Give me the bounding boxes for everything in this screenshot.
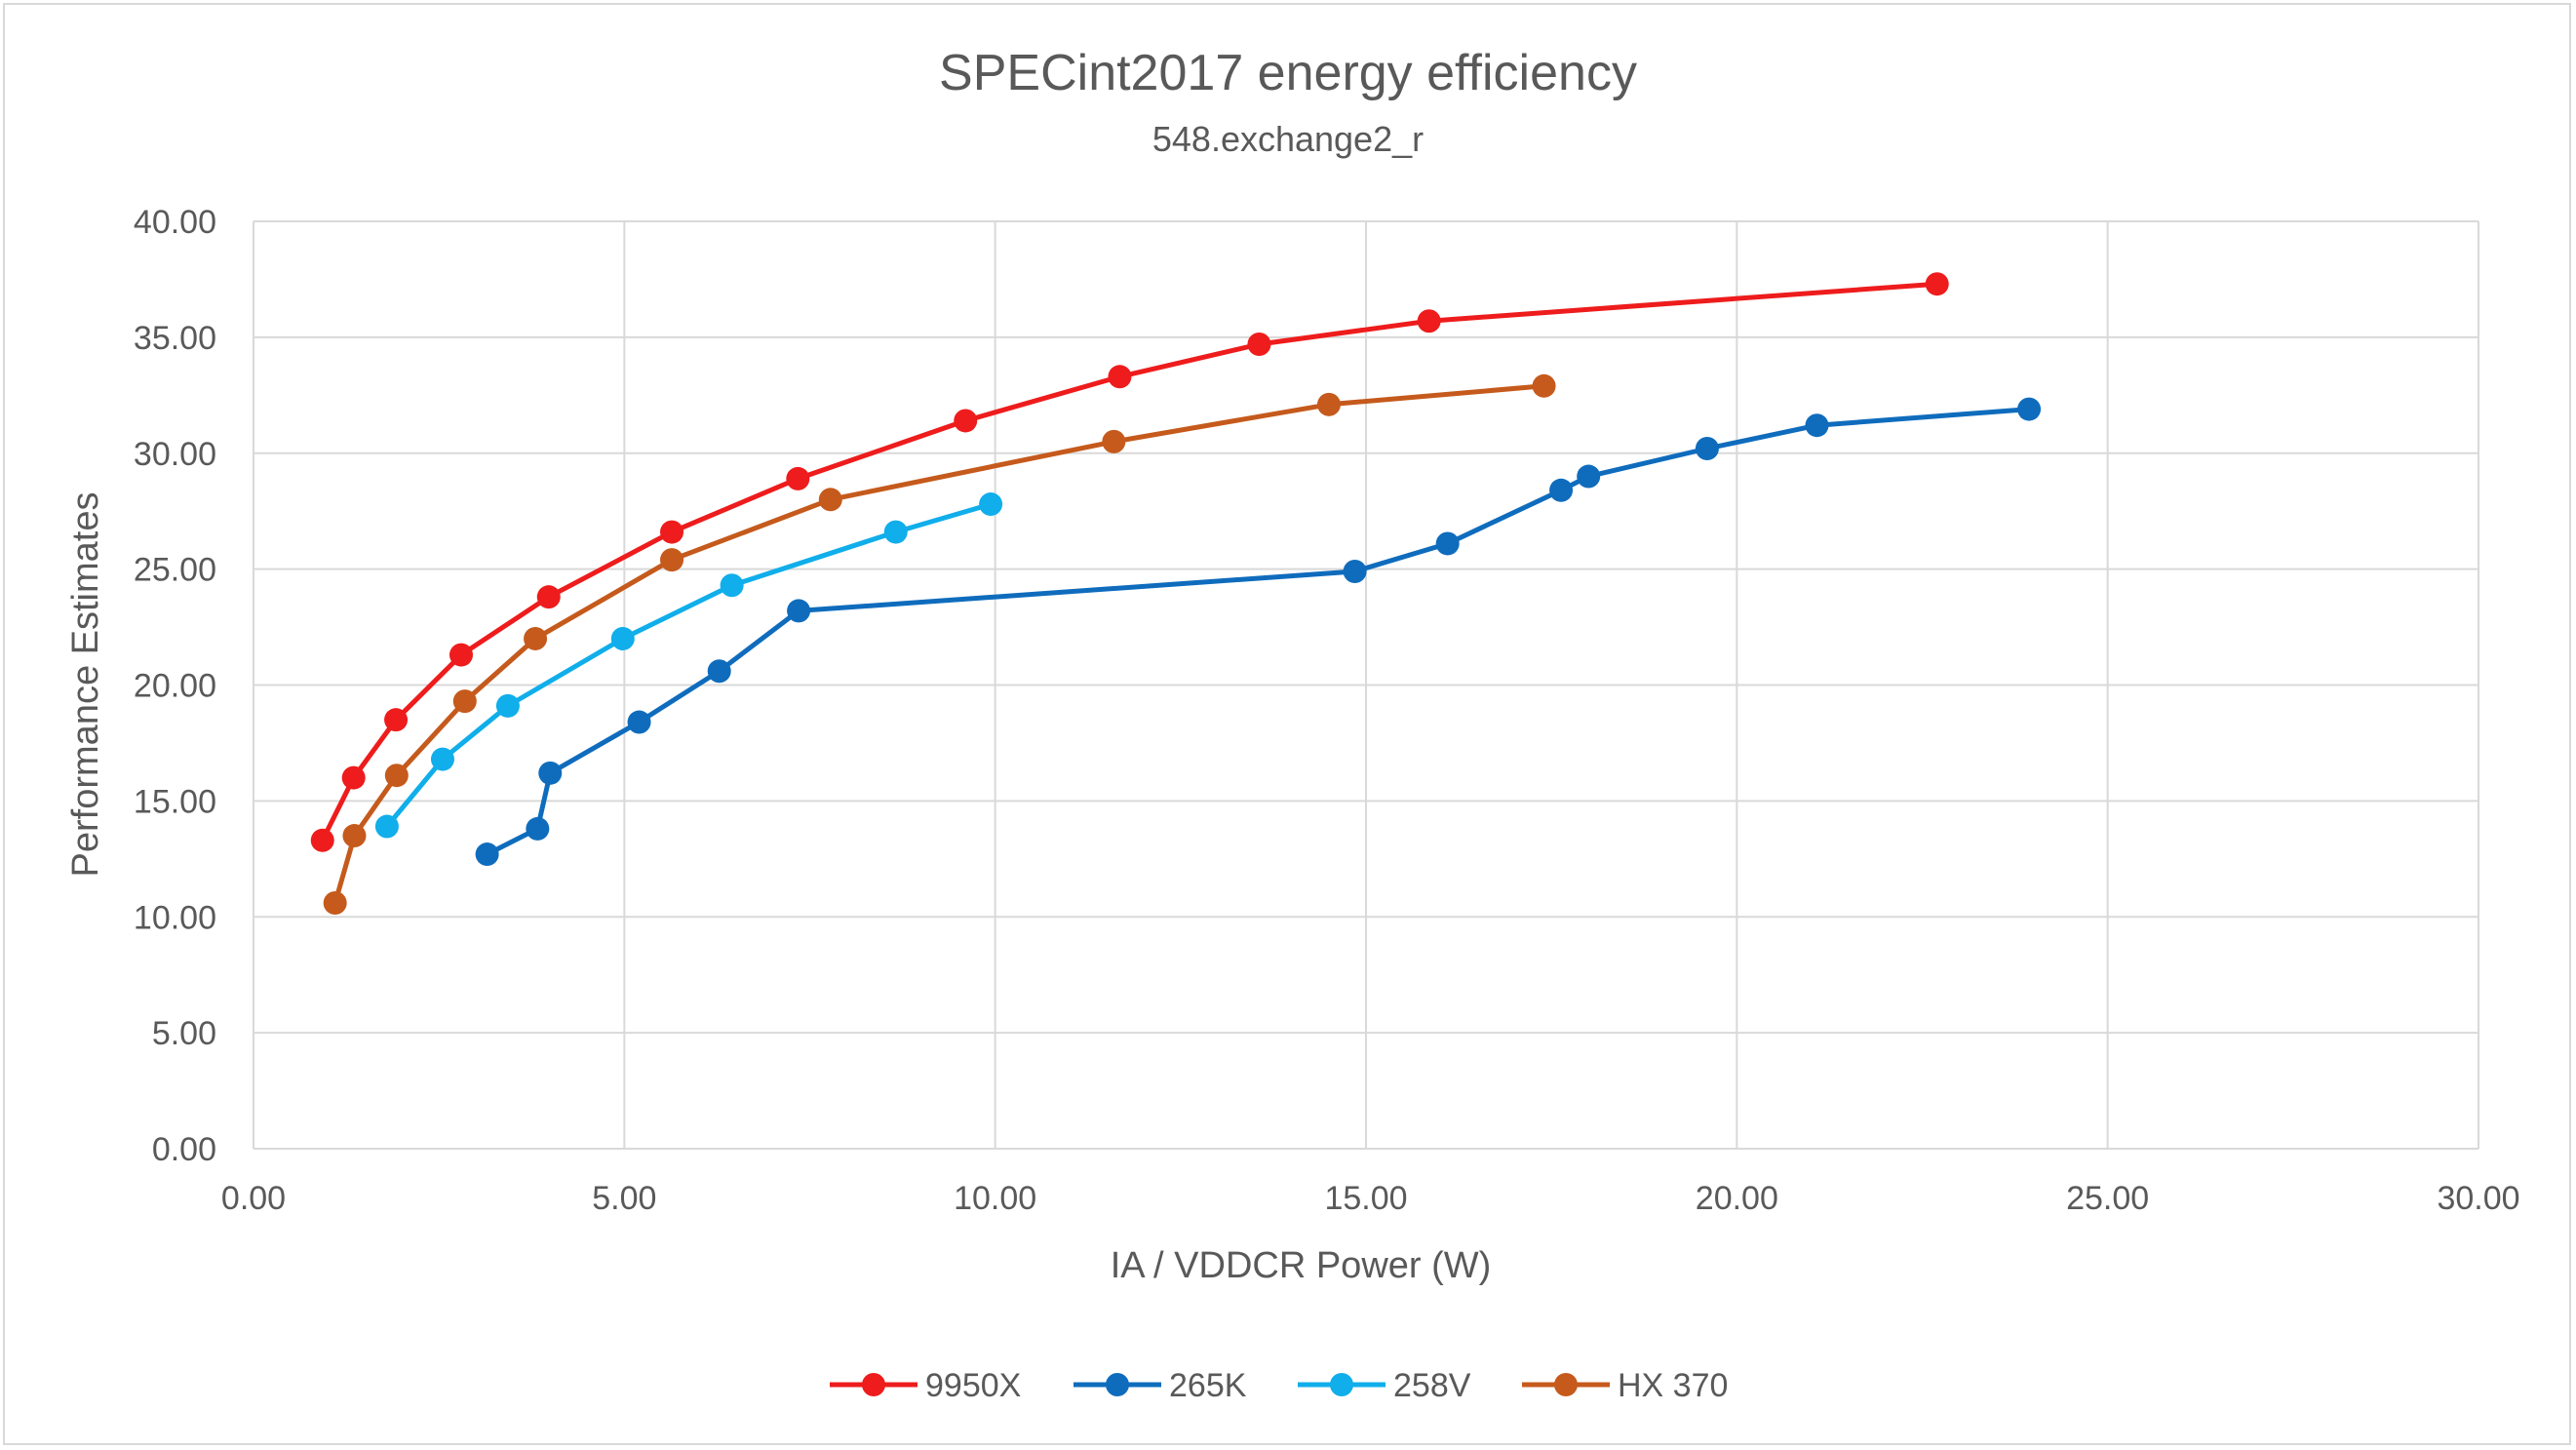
x-tick-label: 0.00 (221, 1180, 286, 1217)
data-point-9950x (449, 643, 473, 667)
data-point-9950x (341, 765, 366, 790)
data-point-265k (526, 816, 550, 841)
data-point-258v (720, 573, 744, 598)
data-point-265k (1695, 436, 1719, 460)
data-point-hx-370 (1316, 392, 1341, 416)
series-group (310, 272, 2042, 915)
data-point-258v (610, 626, 635, 650)
chart-subtitle: 548.exchange2_r (1152, 119, 1424, 159)
data-point-9950x (786, 466, 810, 490)
legend-label-258v: 258V (1393, 1367, 1471, 1404)
y-axis-label: Performance Estimates (65, 492, 106, 878)
series-line-265k (485, 407, 2032, 857)
data-point-9950x (1417, 309, 1441, 333)
data-point-9950x (954, 409, 978, 433)
y-tick-label: 15.00 (134, 783, 216, 820)
x-tick-label: 5.00 (592, 1180, 656, 1217)
data-point-hx-370 (452, 689, 477, 714)
data-point-258v (374, 814, 399, 839)
data-point-9950x (1247, 333, 1271, 357)
gridlines (253, 220, 2479, 1150)
data-point-258v (430, 747, 454, 771)
x-tick-label: 25.00 (2066, 1180, 2149, 1217)
data-point-9950x (536, 585, 561, 609)
data-point-9950x (384, 708, 409, 732)
series-9950x (310, 272, 1949, 852)
y-tick-label: 30.00 (134, 436, 216, 473)
x-axis-ticks: 0.00 5.00 10.00 15.00 20.00 25.00 30.00 (221, 1180, 2520, 1217)
data-point-265k (627, 710, 651, 734)
data-point-265k (1435, 531, 1460, 556)
data-point-hx-370 (1532, 373, 1556, 398)
legend-item-9950x: 9950X (830, 1367, 1021, 1404)
legend-marker-hx-370 (1554, 1373, 1578, 1396)
data-point-265k (707, 659, 731, 684)
data-point-hx-370 (384, 764, 409, 788)
legend-label-265k: 265K (1169, 1367, 1247, 1404)
data-point-258v (979, 492, 1003, 517)
y-tick-label: 10.00 (134, 899, 216, 936)
legend-item-hx-370: HX 370 (1522, 1367, 1728, 1404)
legend-marker-258v (1330, 1373, 1353, 1396)
data-point-hx-370 (818, 488, 842, 512)
data-point-hx-370 (524, 626, 548, 650)
x-tick-label: 10.00 (954, 1180, 1036, 1217)
data-point-258v (495, 693, 520, 718)
x-axis-label: IA / VDDCR Power (W) (1111, 1245, 1492, 1286)
data-point-265k (1343, 560, 1367, 584)
y-axis-ticks: 0.00 5.00 10.00 15.00 20.00 25.00 30.00 35.00 40… (134, 204, 216, 1168)
data-point-265k (1549, 478, 1574, 502)
data-point-265k (475, 843, 499, 867)
legend-item-258v: 258V (1298, 1367, 1471, 1404)
x-tick-label: 15.00 (1324, 1180, 1407, 1217)
data-point-9950x (1925, 272, 1949, 296)
y-tick-label: 40.00 (134, 204, 216, 241)
y-tick-label: 25.00 (134, 552, 216, 589)
data-point-258v (883, 520, 908, 544)
data-point-265k (2017, 397, 2042, 421)
series-hx-370 (323, 373, 1556, 915)
y-tick-label: 0.00 (152, 1131, 216, 1168)
data-point-9950x (310, 828, 334, 852)
legend-marker-9950x (862, 1373, 885, 1396)
x-tick-label: 30.00 (2437, 1180, 2519, 1217)
legend-label-hx-370: HX 370 (1618, 1367, 1728, 1404)
y-tick-label: 5.00 (152, 1015, 216, 1052)
legend-marker-265k (1106, 1373, 1129, 1396)
series-258v (374, 492, 1003, 839)
data-point-265k (538, 761, 563, 785)
data-point-hx-370 (660, 548, 684, 572)
series-265k (475, 397, 2042, 867)
legend-label-9950x: 9950X (925, 1367, 1021, 1404)
data-point-9950x (1108, 365, 1132, 389)
series-line-hx-370 (332, 383, 1547, 906)
x-tick-label: 20.00 (1696, 1180, 1778, 1217)
legend: 9950X 265K 258V HX 370 (830, 1367, 1728, 1404)
data-point-hx-370 (1102, 429, 1126, 453)
data-point-265k (787, 599, 811, 623)
series-line-9950x (320, 281, 1940, 843)
data-point-9950x (660, 520, 684, 544)
data-point-hx-370 (342, 824, 367, 848)
chart-title: SPECint2017 energy efficiency (939, 45, 1637, 101)
data-point-hx-370 (323, 890, 347, 915)
y-tick-label: 20.00 (134, 668, 216, 705)
data-point-265k (1577, 464, 1601, 489)
chart-frame (3, 3, 2571, 1445)
legend-item-265k: 265K (1073, 1367, 1247, 1404)
data-point-265k (1805, 413, 1829, 438)
y-tick-label: 35.00 (134, 320, 216, 357)
